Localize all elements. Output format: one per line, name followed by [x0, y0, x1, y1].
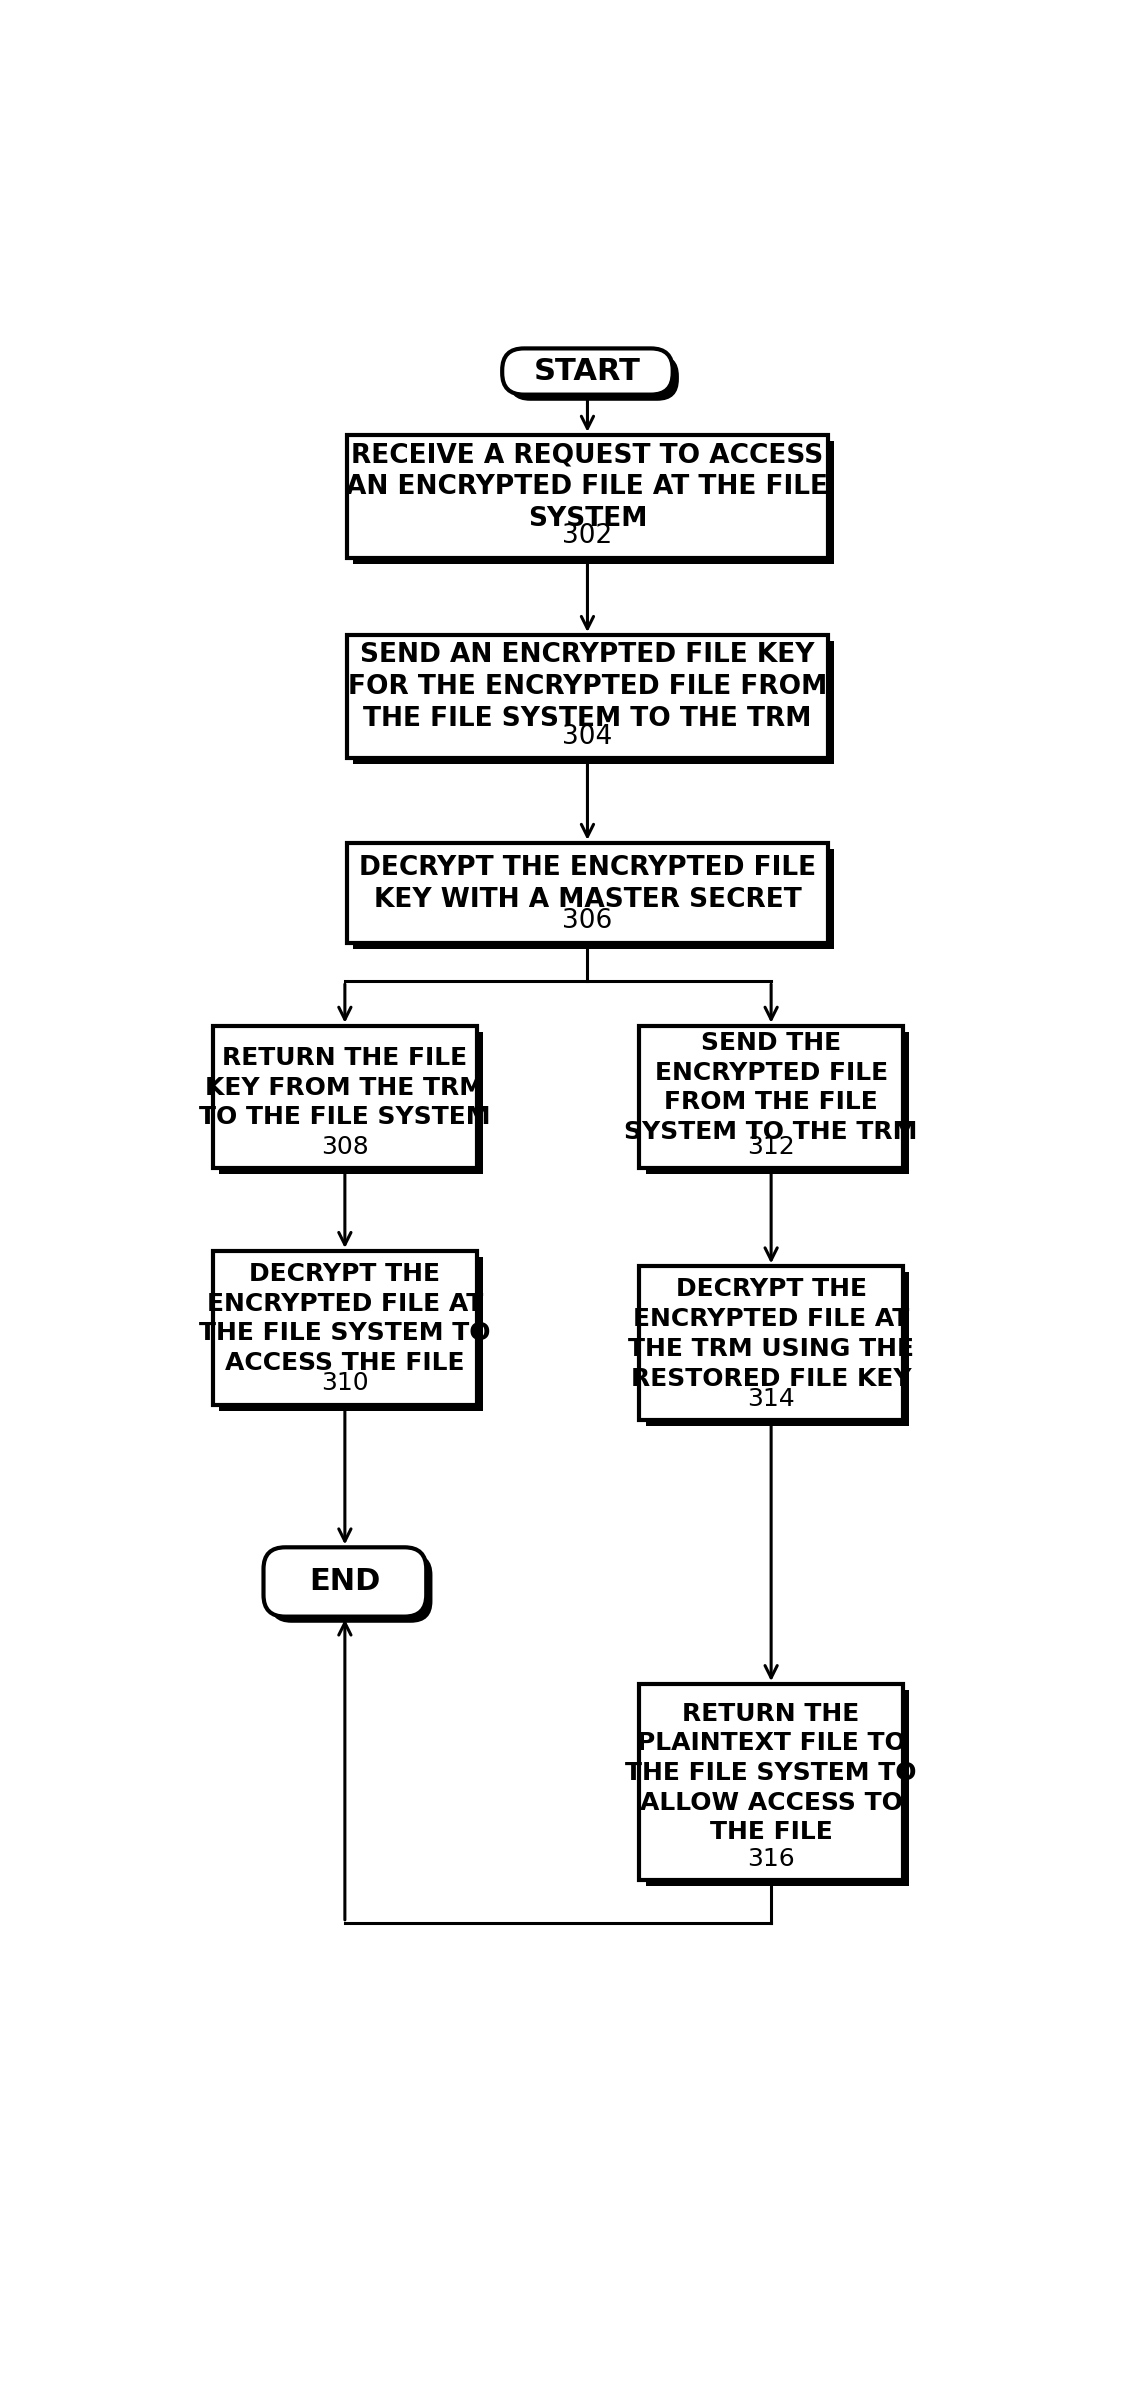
FancyBboxPatch shape	[639, 1685, 903, 1879]
Text: END: END	[310, 1567, 381, 1596]
FancyBboxPatch shape	[639, 1026, 903, 1168]
FancyBboxPatch shape	[646, 1689, 910, 1886]
Text: 304: 304	[562, 723, 612, 750]
FancyBboxPatch shape	[508, 356, 679, 401]
Text: 314: 314	[747, 1387, 795, 1411]
Text: 310: 310	[321, 1372, 368, 1396]
FancyBboxPatch shape	[353, 642, 834, 764]
Text: DECRYPT THE ENCRYPTED FILE
KEY WITH A MASTER SECRET: DECRYPT THE ENCRYPTED FILE KEY WITH A MA…	[359, 855, 816, 913]
Text: START: START	[535, 358, 641, 387]
FancyBboxPatch shape	[646, 1274, 910, 1427]
FancyBboxPatch shape	[353, 848, 834, 949]
Text: 312: 312	[747, 1134, 795, 1158]
FancyBboxPatch shape	[264, 1548, 427, 1617]
Text: DECRYPT THE
ENCRYPTED FILE AT
THE TRM USING THE
RESTORED FILE KEY: DECRYPT THE ENCRYPTED FILE AT THE TRM US…	[629, 1278, 914, 1391]
Text: 308: 308	[321, 1134, 368, 1158]
FancyBboxPatch shape	[348, 435, 828, 557]
Text: RECEIVE A REQUEST TO ACCESS
AN ENCRYPTED FILE AT THE FILE
SYSTEM: RECEIVE A REQUEST TO ACCESS AN ENCRYPTED…	[346, 442, 828, 531]
FancyBboxPatch shape	[270, 1552, 432, 1622]
Text: RETURN THE
PLAINTEXT FILE TO
THE FILE SYSTEM TO
ALLOW ACCESS TO
THE FILE: RETURN THE PLAINTEXT FILE TO THE FILE SY…	[625, 1701, 916, 1846]
FancyBboxPatch shape	[213, 1252, 477, 1406]
Text: DECRYPT THE
ENCRYPTED FILE AT
THE FILE SYSTEM TO
ACCESS THE FILE: DECRYPT THE ENCRYPTED FILE AT THE FILE S…	[200, 1262, 491, 1375]
FancyBboxPatch shape	[348, 843, 828, 942]
FancyBboxPatch shape	[213, 1026, 477, 1168]
Text: SEND THE
ENCRYPTED FILE
FROM THE FILE
SYSTEM TO THE TRM: SEND THE ENCRYPTED FILE FROM THE FILE SY…	[624, 1031, 918, 1144]
Text: 302: 302	[562, 524, 612, 550]
FancyBboxPatch shape	[219, 1257, 483, 1411]
FancyBboxPatch shape	[639, 1266, 903, 1420]
Text: 316: 316	[747, 1848, 795, 1872]
FancyBboxPatch shape	[353, 440, 834, 565]
Text: SEND AN ENCRYPTED FILE KEY
FOR THE ENCRYPTED FILE FROM
THE FILE SYSTEM TO THE TR: SEND AN ENCRYPTED FILE KEY FOR THE ENCRY…	[348, 642, 827, 733]
FancyBboxPatch shape	[348, 634, 828, 757]
Text: 306: 306	[562, 908, 612, 935]
FancyBboxPatch shape	[646, 1031, 910, 1175]
FancyBboxPatch shape	[502, 348, 672, 394]
Text: RETURN THE FILE
KEY FROM THE TRM
TO THE FILE SYSTEM: RETURN THE FILE KEY FROM THE TRM TO THE …	[200, 1045, 491, 1129]
FancyBboxPatch shape	[219, 1031, 483, 1175]
